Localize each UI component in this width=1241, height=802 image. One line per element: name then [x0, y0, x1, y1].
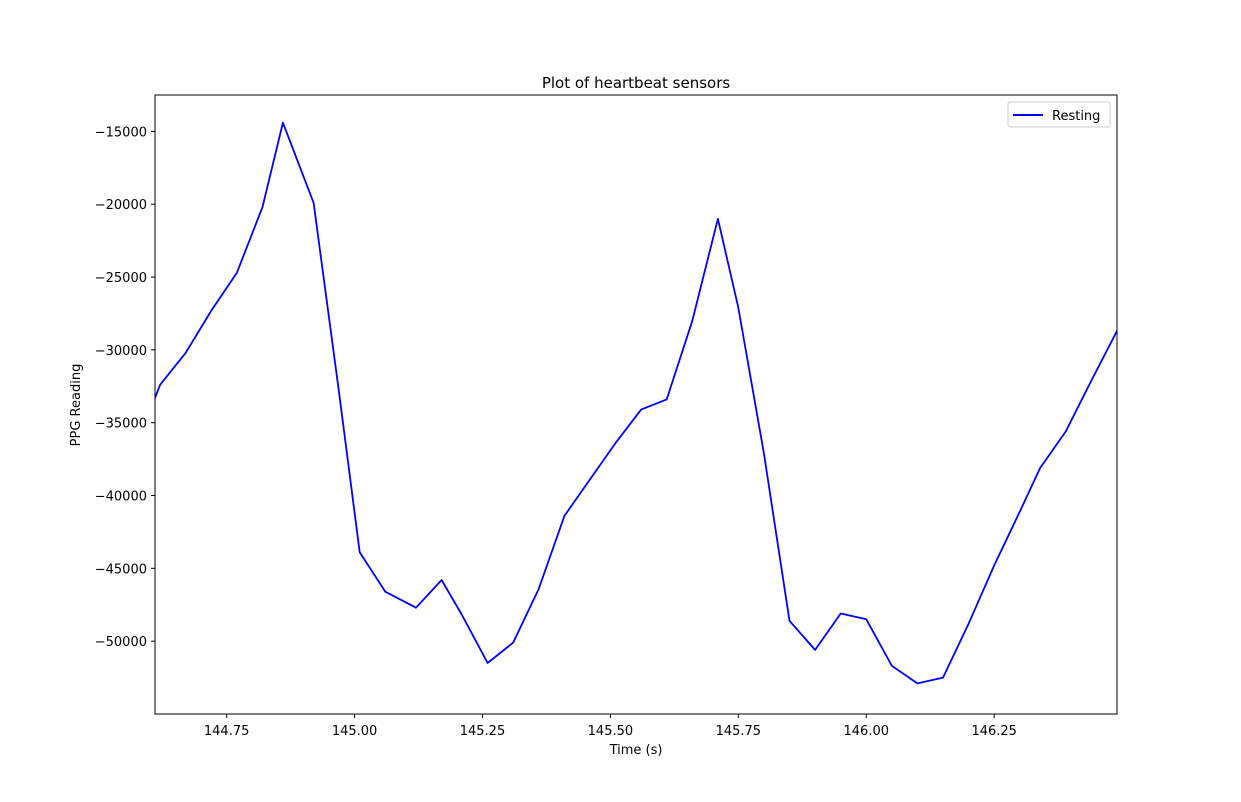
series-layer — [155, 121, 1117, 685]
y-tick-label: −25000 — [95, 271, 147, 286]
series-line-resting — [155, 121, 1117, 685]
x-tick-label: 145.00 — [332, 724, 378, 739]
x-tick-label: 145.25 — [460, 724, 506, 739]
x-axis-label: Time (s) — [609, 743, 663, 758]
y-axis-label: PPG Reading — [69, 364, 84, 447]
x-tick-label: 144.75 — [204, 724, 250, 739]
y-tick-label: −15000 — [95, 125, 147, 140]
legend-box — [1007, 101, 1111, 128]
y-tick-label: −45000 — [95, 562, 147, 577]
x-tick-label: 145.75 — [716, 724, 762, 739]
plot-area-frame — [154, 94, 1118, 715]
y-tick-label: −30000 — [95, 344, 147, 359]
chart-title: Plot of heartbeat sensors — [542, 74, 731, 92]
x-tick-label: 146.00 — [844, 724, 890, 739]
y-tick-label: −35000 — [95, 417, 147, 432]
x-axis-ticks: 144.75 145.00 145.25 145.50 145.75 146.00 146.… — [204, 714, 1017, 739]
x-tick-label: 145.50 — [588, 724, 634, 739]
y-tick-label: −50000 — [95, 635, 147, 650]
legend-label-resting: Resting — [1052, 109, 1100, 124]
y-tick-label: −20000 — [95, 198, 147, 213]
legend: Resting — [1007, 101, 1111, 128]
y-axis-ticks: −50000 −45000 −40000 −35000 −30000 −25000 −200… — [95, 125, 155, 650]
x-tick-label: 146.25 — [971, 724, 1017, 739]
y-tick-label: −40000 — [95, 490, 147, 505]
